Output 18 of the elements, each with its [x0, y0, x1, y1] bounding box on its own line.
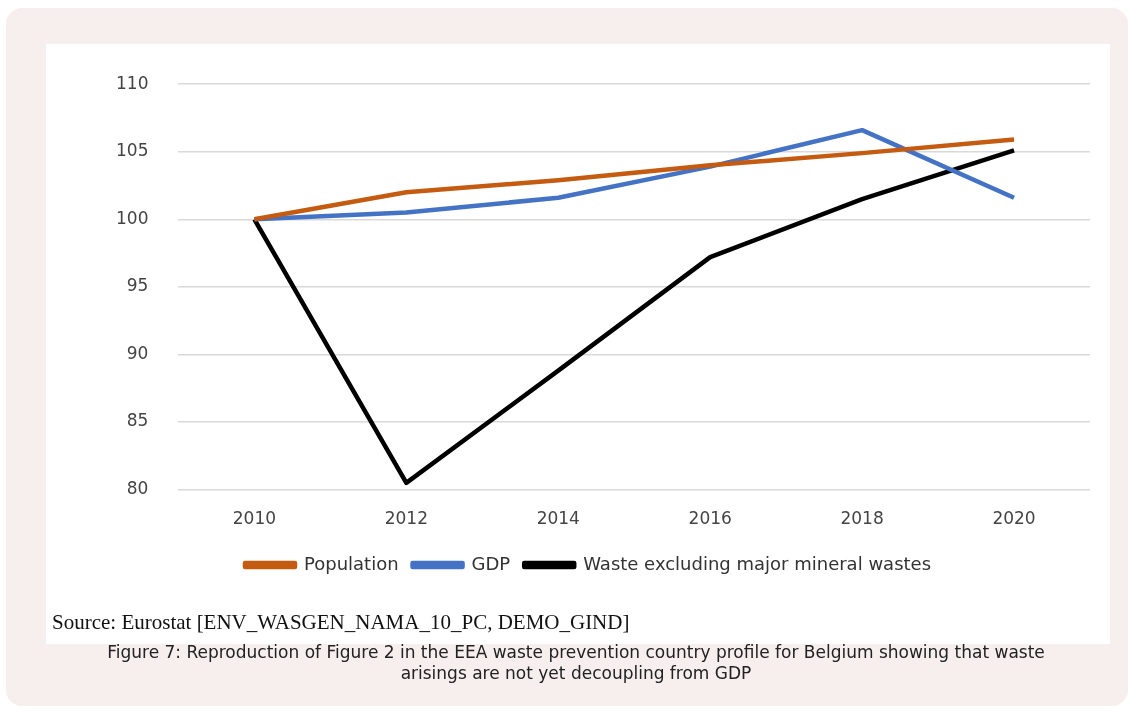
legend-label: Waste excluding major mineral wastes	[583, 552, 932, 574]
y-tick-label: 95	[126, 275, 149, 296]
x-tick-label: 2012	[384, 508, 428, 529]
source-note: Source: Eurostat [ENV_WASGEN_NAMA_10_PC, DEMO_GIND]	[52, 610, 630, 635]
y-tick-label: 90	[126, 342, 149, 363]
y-tick-label: 105	[115, 140, 149, 161]
caption: Figure 7: Reproduction of Figure 2 in the EEA waste prevention country profile for Belgium showing that waste arisings are not yet decoupling from GDP	[106, 642, 1046, 684]
x-tick-label: 2018	[840, 508, 884, 529]
x-tick-label: 2020	[992, 508, 1036, 529]
x-tick-label: 2016	[688, 508, 732, 529]
y-tick-label: 110	[115, 72, 149, 93]
x-tick-label: 2010	[232, 508, 277, 529]
legend-label: GDP	[471, 552, 511, 574]
y-tick-label: 85	[126, 410, 149, 431]
y-tick-label: 100	[115, 207, 149, 228]
x-tick-label: 2014	[536, 508, 580, 529]
legend-label: Population	[303, 552, 399, 574]
y-tick-label: 80	[126, 478, 149, 499]
